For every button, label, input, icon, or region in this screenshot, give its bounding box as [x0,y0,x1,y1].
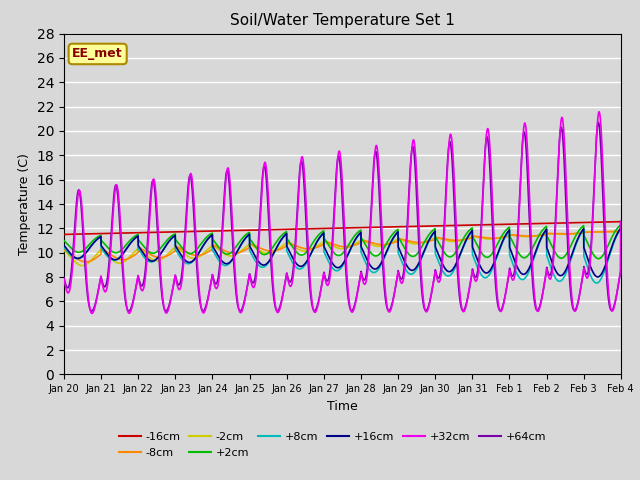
-2cm [60,248,68,253]
+8cm [124,244,131,250]
+8cm [298,265,305,271]
-16cm [60,231,68,237]
-8cm [274,247,282,253]
+2cm [157,245,164,251]
-2cm [124,256,132,262]
+2cm [606,238,614,244]
+2cm [546,239,554,245]
Legend: -16cm, -8cm, -2cm, +2cm, +8cm, +16cm, +32cm, +64cm: -16cm, -8cm, -2cm, +2cm, +8cm, +16cm, +3… [114,428,551,462]
+8cm [606,251,614,257]
-16cm [298,226,305,232]
+32cm [60,276,68,282]
+16cm [617,219,625,225]
-2cm [606,229,614,235]
+8cm [157,251,164,257]
-8cm [83,259,90,265]
+2cm [298,252,305,258]
+8cm [617,219,625,225]
-8cm [617,228,625,234]
+2cm [124,240,131,246]
Y-axis label: Temperature (C): Temperature (C) [18,153,31,255]
+64cm [88,308,95,314]
+32cm [595,109,603,115]
+2cm [274,238,282,243]
+16cm [546,253,554,259]
-16cm [617,219,625,225]
Line: -16cm: -16cm [64,222,621,234]
-8cm [606,229,614,235]
-16cm [157,229,164,235]
+16cm [298,264,305,269]
+2cm [617,219,625,225]
Line: +16cm: +16cm [64,222,621,277]
+64cm [274,308,282,314]
-2cm [79,263,86,268]
-8cm [298,245,306,251]
+64cm [546,272,554,278]
+32cm [124,308,132,314]
+64cm [617,219,625,225]
+16cm [60,242,68,248]
-16cm [606,219,614,225]
+32cm [298,154,306,160]
+64cm [595,120,602,125]
+16cm [594,274,602,280]
+8cm [593,280,600,286]
Line: -2cm: -2cm [64,231,621,265]
-2cm [274,247,282,252]
Line: +64cm: +64cm [64,122,621,311]
+64cm [157,280,164,286]
-8cm [60,247,68,252]
+32cm [606,303,614,309]
+32cm [546,276,554,282]
X-axis label: Time: Time [327,400,358,413]
Title: Soil/Water Temperature Set 1: Soil/Water Temperature Set 1 [230,13,455,28]
+64cm [124,307,132,313]
Line: +8cm: +8cm [64,222,621,283]
-8cm [546,231,554,237]
+16cm [157,251,164,257]
-8cm [124,256,132,262]
+8cm [60,245,68,251]
-2cm [546,231,554,237]
+8cm [274,243,282,249]
+16cm [124,244,131,250]
Line: +32cm: +32cm [64,112,621,313]
-2cm [617,228,625,234]
+64cm [606,306,614,312]
-8cm [157,255,164,261]
-2cm [298,248,306,253]
+16cm [606,249,614,255]
+2cm [595,256,602,262]
+16cm [274,243,282,249]
+32cm [157,270,164,276]
Text: EE_met: EE_met [72,48,123,60]
+32cm [274,310,282,315]
-16cm [124,230,131,236]
+64cm [298,159,306,165]
-16cm [546,220,554,226]
-2cm [157,257,164,263]
+32cm [617,219,625,225]
+8cm [546,262,554,268]
Line: -8cm: -8cm [64,231,621,262]
-16cm [274,227,282,232]
+2cm [60,238,68,243]
+64cm [60,275,68,281]
+32cm [88,311,96,316]
Line: +2cm: +2cm [64,222,621,259]
